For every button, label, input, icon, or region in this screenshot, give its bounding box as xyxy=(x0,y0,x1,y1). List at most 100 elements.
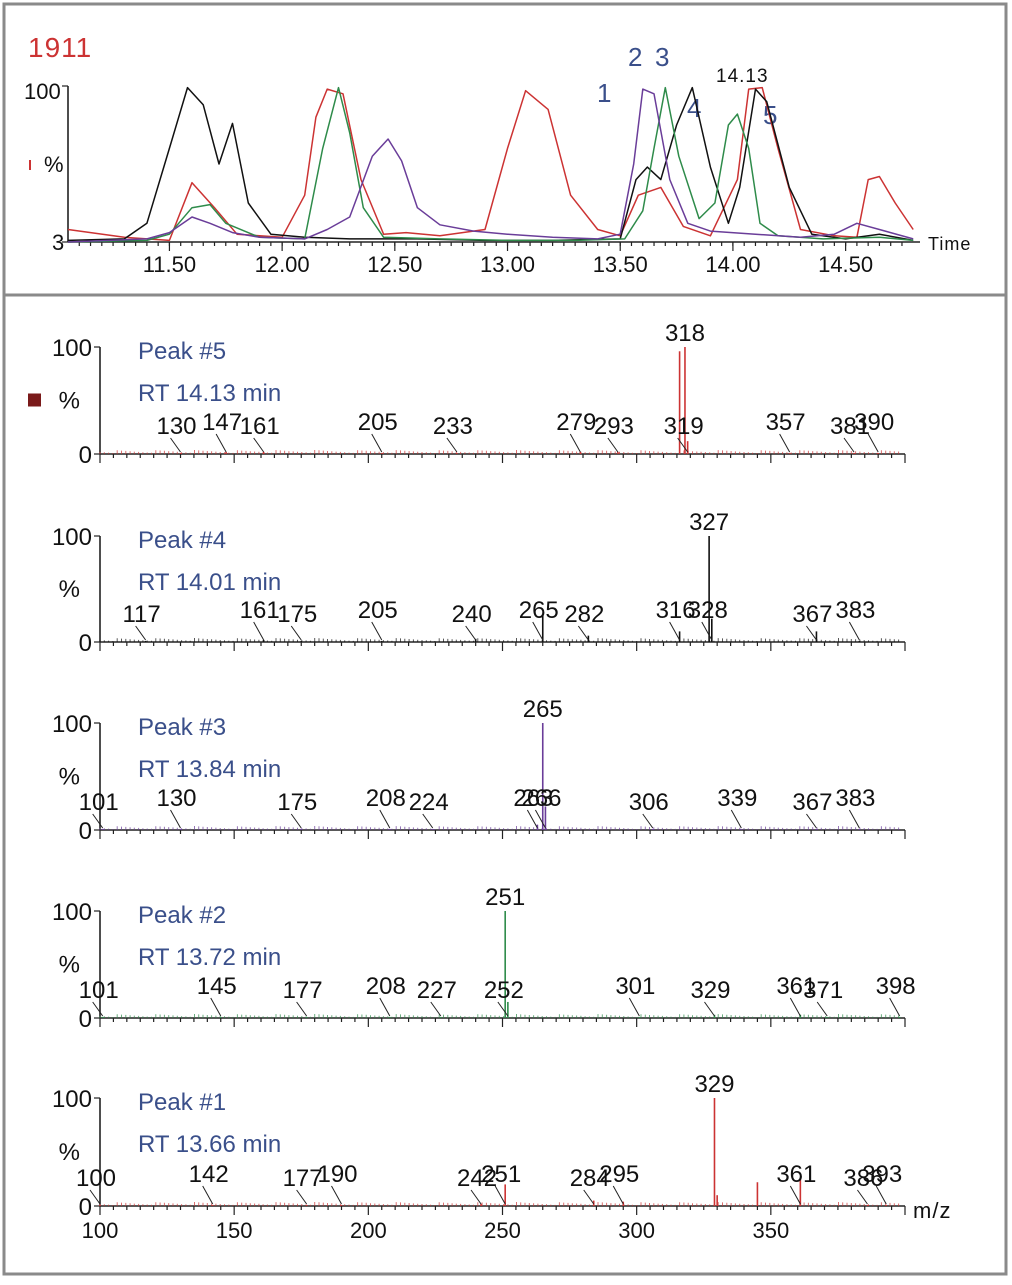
spectrum-y-tick-label: 100 xyxy=(52,1086,92,1113)
spectrum-peak-label: Peak #4 xyxy=(138,527,226,554)
chromatogram-x-tick-label: 12.00 xyxy=(255,252,310,277)
spectrum-y-tick-label: 0 xyxy=(79,442,92,469)
spectrum-y-tick-label: 100 xyxy=(52,899,92,926)
spectrum-mz-label: 145 xyxy=(197,973,237,1000)
spectrum-mz-label: 227 xyxy=(417,977,457,1004)
spectrum-mz-label: 224 xyxy=(409,789,449,816)
spectrum-label-leader xyxy=(371,621,383,641)
spectrum-label-leader xyxy=(253,437,265,453)
chromatogram-x-tick-label: 14.50 xyxy=(818,252,873,277)
chromatogram-x-tick-label: 14.00 xyxy=(705,252,760,277)
spectrum-rt-label: RT 13.84 min xyxy=(138,756,281,783)
spectrum-x-axis-label: m/z xyxy=(913,1198,951,1223)
spectrum-label-leader xyxy=(677,437,689,453)
spectrum-mz-label: 233 xyxy=(433,413,473,440)
chromatogram-plot: 11.50 12.00 12.50 13.00 13.50 14.00 14.50 xyxy=(62,85,920,277)
spectrum-panel-3: 100% 0 Peak #3 RT 13.84 min 101 130 175 208 224 2… xyxy=(52,696,906,845)
peak-number-4: 4 xyxy=(687,93,701,123)
spectrum-mz-label: 161 xyxy=(240,413,280,440)
spectrum-mz-label: 147 xyxy=(202,409,242,436)
spectrum-rt-label: RT 14.01 min xyxy=(138,569,281,596)
spectrum-panel-4: 100% 0 Peak #2 RT 13.72 min 101 145 177 208 227 2… xyxy=(52,884,916,1033)
spectrum-label-leader xyxy=(170,437,181,453)
spectrum-rt-label: RT 14.13 min xyxy=(138,380,281,407)
spectrum-label-leader xyxy=(379,997,391,1017)
spectrum-label-leader xyxy=(642,813,654,829)
spectrum-label-leader xyxy=(331,1185,342,1205)
spectrum-mz-label: 328 xyxy=(688,597,728,624)
chromatogram-y-top: 100 xyxy=(24,79,61,104)
spectrum-y-percent-label: % xyxy=(59,388,80,415)
chromatogram-trace-1 xyxy=(67,86,914,242)
spectrum-label-leader xyxy=(494,1185,506,1205)
spectrum-mz-label: 390 xyxy=(854,409,894,436)
spectrum-mz-label: 242 xyxy=(457,1165,497,1192)
spectrum-mz-label: 398 xyxy=(876,973,916,1000)
spectrum-label-leader xyxy=(446,437,458,453)
spectrum-label-leader xyxy=(170,809,181,829)
spectrum-label-leader xyxy=(806,625,817,641)
spectrum-y-tick-label: 100 xyxy=(52,335,92,362)
spectrum-mz-label: 381 xyxy=(830,413,870,440)
spectrum-x-tick-label: 300 xyxy=(618,1218,655,1243)
spectrum-mz-label: 367 xyxy=(792,789,832,816)
spectrum-y-tick-label: 0 xyxy=(79,1006,92,1033)
spectrum-label-leader xyxy=(669,621,681,641)
spectrum-mz-label: 208 xyxy=(366,973,406,1000)
apex-label: 14.13 xyxy=(716,66,769,87)
spectrum-y-percent-label: % xyxy=(59,952,80,979)
spectrum-x-tick-label: 100 xyxy=(82,1218,119,1243)
spectrum-mz-label: 327 xyxy=(689,509,729,536)
spectrum-label-leader xyxy=(290,813,302,829)
peak-number-1: 1 xyxy=(597,78,611,108)
spectrum-label-leader xyxy=(296,1189,308,1205)
spectrum-mz-label: 318 xyxy=(665,320,705,347)
spectrum-label-leader xyxy=(92,1001,104,1017)
spectrum-label-leader xyxy=(875,1185,887,1205)
spectrum-label-leader xyxy=(848,809,860,829)
chromatogram-x-tick-label: 11.50 xyxy=(143,252,196,277)
spectrum-label-leader xyxy=(583,1189,595,1205)
spectrum-peak-label: Peak #5 xyxy=(138,338,226,365)
spectrum-y-percent-label: % xyxy=(59,1139,80,1166)
spectrum-mz-label: 295 xyxy=(599,1161,639,1188)
spectrum-x-tick-label: 200 xyxy=(350,1218,387,1243)
spectrum-mz-label: 367 xyxy=(792,601,832,628)
spectrum-label-leader xyxy=(497,1001,509,1017)
spectrum-peak-label: Peak #2 xyxy=(138,902,226,929)
spectrum-mz-label: 208 xyxy=(366,785,406,812)
spectrum-x-tick-label: 250 xyxy=(484,1218,521,1243)
spectrum-label-leader xyxy=(612,1185,624,1205)
spectrum-mz-label: 101 xyxy=(79,977,119,1004)
spectrum-label-leader xyxy=(577,625,589,641)
spectrum-label-leader xyxy=(730,809,742,829)
spectrum-mz-label: 266 xyxy=(521,785,561,812)
spectrum-y-percent-label: % xyxy=(59,576,80,603)
spectrum-label-leader xyxy=(789,1185,801,1205)
spectrum-label-leader xyxy=(202,1185,214,1205)
spectrum-rt-label: RT 13.72 min xyxy=(138,944,281,971)
spectrum-mz-label: 371 xyxy=(803,977,843,1004)
chromatogram-y-bottom: 3 xyxy=(52,230,64,255)
peak-number-3: 3 xyxy=(655,42,669,72)
spectrum-mz-label: 130 xyxy=(156,413,196,440)
spectrum-label-leader xyxy=(843,437,855,453)
spectrum-label-leader xyxy=(779,433,791,453)
chromatogram-x-tick-label: 13.50 xyxy=(593,252,648,277)
spectrum-mz-label: 306 xyxy=(629,789,669,816)
spectrum-label-leader xyxy=(89,1189,101,1205)
spectrum-y-tick-label: 0 xyxy=(79,1194,92,1221)
spectrum-mz-label: 177 xyxy=(283,1165,323,1192)
spectrum-label-leader xyxy=(889,997,901,1017)
spectrum-mz-label: 265 xyxy=(519,597,559,624)
spectrum-mz-label: 284 xyxy=(570,1165,610,1192)
spectrum-label-leader xyxy=(92,813,104,829)
spectrum-label-leader xyxy=(806,813,817,829)
spectrum-mz-label: 205 xyxy=(358,597,398,624)
spectrum-label-leader xyxy=(379,809,391,829)
